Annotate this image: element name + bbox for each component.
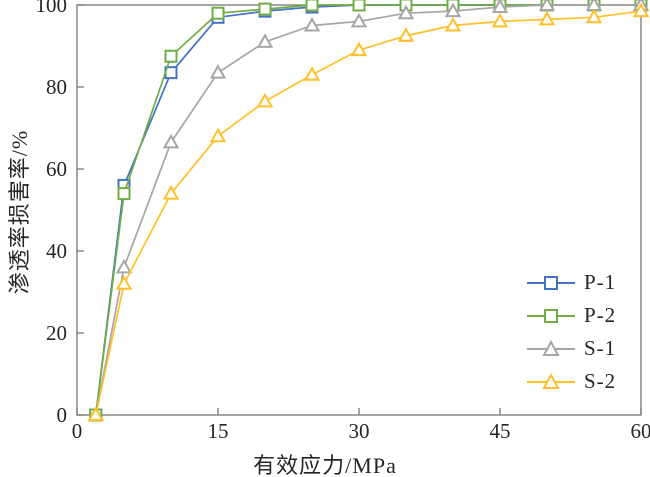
series-marker-S-1 (491, 0, 509, 14)
triangle-marker-icon (542, 372, 560, 389)
series-marker-S-1 (162, 133, 180, 149)
legend-swatch-P-1 (527, 275, 575, 290)
series-marker-P-2 (164, 49, 178, 63)
y-tick-label: 60 (46, 157, 67, 181)
series-marker-S-2 (632, 2, 650, 18)
legend-label-P-2: P-2 (584, 303, 617, 327)
x-tick-label: 0 (72, 419, 83, 443)
triangle-marker-icon (542, 339, 560, 356)
series-marker-S-1 (350, 12, 368, 28)
series-marker-S-1 (303, 16, 321, 32)
series-marker-S-1 (397, 4, 415, 20)
legend-item-P-1: P-1 (527, 266, 616, 299)
series-marker-S-2 (209, 127, 227, 143)
series-marker-S-2 (162, 185, 180, 200)
series-marker-S-1 (256, 33, 274, 48)
legend-swatch-S-2 (527, 372, 575, 389)
x-axis-label: 有效应力/MPa (253, 453, 397, 477)
legend-item-S-1: S-1 (527, 332, 616, 365)
square-marker-icon (544, 308, 558, 323)
series-marker-S-2 (256, 92, 274, 108)
legend-swatch-S-1 (527, 339, 575, 356)
series-marker-S-2 (538, 10, 556, 26)
series-marker-S-2 (350, 41, 368, 57)
series-marker-S-1 (115, 258, 133, 274)
chart-legend: P-1 P-2 S-1 S-2 (527, 266, 616, 398)
series-marker-P-2 (258, 2, 272, 16)
y-tick-label: 20 (46, 321, 67, 345)
y-axis-label: 渗透率损害率/% (7, 129, 32, 295)
series-marker-S-2 (87, 406, 105, 421)
y-tick-label: 0 (57, 403, 68, 427)
legend-item-P-2: P-2 (527, 299, 616, 332)
series-marker-S-2 (585, 8, 603, 24)
series-marker-S-2 (303, 66, 321, 81)
series-marker-S-1 (209, 64, 227, 79)
series-marker-S-2 (444, 16, 462, 32)
series-marker-S-1 (444, 2, 462, 18)
x-tick-label: 15 (208, 419, 229, 443)
legend-label-S-1: S-1 (584, 336, 617, 360)
series-marker-S-1 (538, 0, 556, 11)
y-tick-label: 40 (46, 239, 67, 263)
x-tick-label: 45 (490, 419, 511, 443)
series-marker-S-2 (397, 27, 415, 42)
y-tick-label: 80 (46, 75, 67, 99)
square-marker-icon (544, 275, 558, 290)
series-marker-P-2 (211, 6, 225, 20)
x-tick-label: 60 (631, 419, 650, 443)
legend-item-S-2: S-2 (527, 365, 616, 398)
series-marker-S-2 (115, 275, 133, 290)
legend-label-P-1: P-1 (584, 270, 617, 294)
x-tick-label: 30 (349, 419, 370, 443)
series-marker-P-2 (305, 0, 319, 12)
series-marker-P-2 (117, 187, 131, 201)
legend-label-S-2: S-2 (584, 369, 617, 393)
legend-swatch-P-2 (527, 308, 575, 323)
y-tick-label: 100 (36, 0, 68, 17)
series-marker-S-2 (491, 12, 509, 28)
series-marker-P-2 (352, 0, 366, 12)
